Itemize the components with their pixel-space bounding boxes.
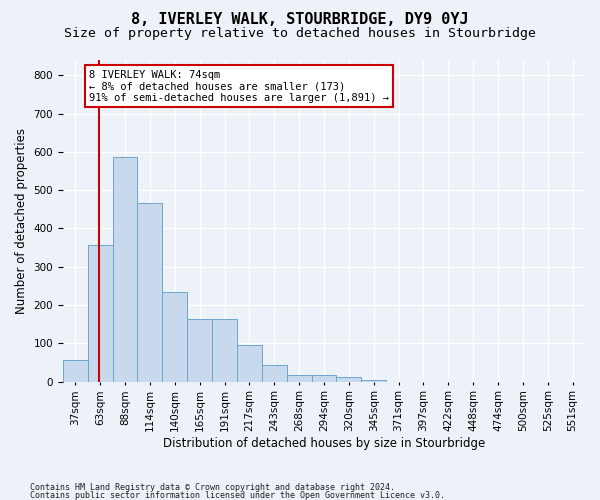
Text: Contains public sector information licensed under the Open Government Licence v3: Contains public sector information licen… [30, 490, 445, 500]
Y-axis label: Number of detached properties: Number of detached properties [15, 128, 28, 314]
Text: 8 IVERLEY WALK: 74sqm
← 8% of detached houses are smaller (173)
91% of semi-deta: 8 IVERLEY WALK: 74sqm ← 8% of detached h… [89, 70, 389, 103]
Bar [237, 346, 262, 382]
Bar [337, 377, 361, 382]
Bar [137, 203, 163, 382]
Text: Size of property relative to detached houses in Stourbridge: Size of property relative to detached ho… [64, 28, 536, 40]
Bar [212, 320, 237, 382]
X-axis label: Distribution of detached houses by size in Stourbridge: Distribution of detached houses by size … [163, 437, 485, 450]
Bar [287, 375, 311, 382]
Bar [187, 320, 212, 382]
Bar [163, 292, 187, 382]
Bar [311, 375, 337, 382]
Bar [63, 360, 88, 382]
Bar [113, 156, 137, 382]
Text: 8, IVERLEY WALK, STOURBRIDGE, DY9 0YJ: 8, IVERLEY WALK, STOURBRIDGE, DY9 0YJ [131, 12, 469, 28]
Bar [361, 380, 386, 382]
Bar [262, 365, 287, 382]
Text: Contains HM Land Registry data © Crown copyright and database right 2024.: Contains HM Land Registry data © Crown c… [30, 484, 395, 492]
Bar [88, 246, 113, 382]
